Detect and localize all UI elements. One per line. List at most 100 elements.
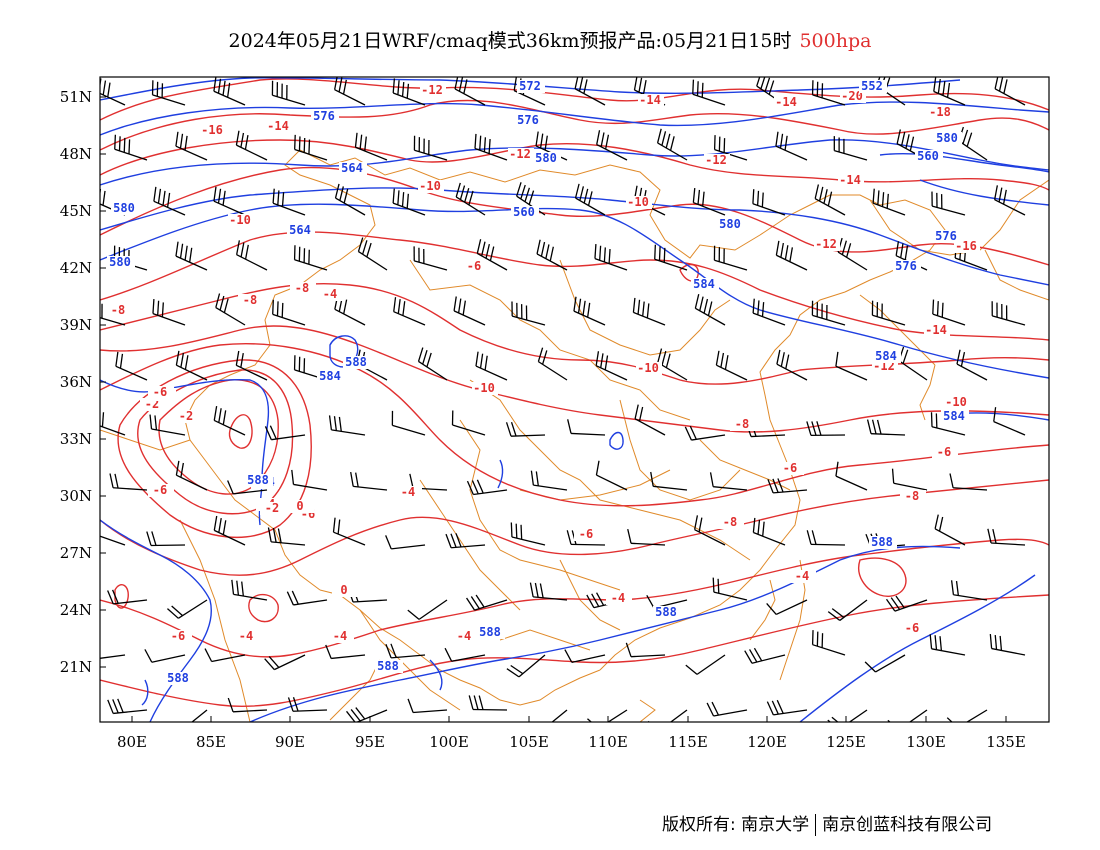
y-tick-label: 21N [60, 658, 92, 676]
wind-barb [385, 643, 426, 659]
contour-label-bg [859, 80, 887, 93]
wind-barb [871, 300, 906, 326]
temperature-contour-label: -10 [945, 395, 967, 409]
wind-barb [872, 188, 906, 216]
wind-barb [451, 410, 486, 436]
temperature-contour-label: -10 [627, 195, 649, 209]
wind-barb [213, 515, 246, 546]
temperature-contour-label: -4 [239, 629, 253, 643]
contour-label-bg [626, 196, 652, 209]
temperature-contour-label: -8 [243, 293, 257, 307]
x-tick-label: 110E [588, 733, 628, 751]
contour-label-bg [900, 490, 926, 503]
contour-label-bg [574, 528, 600, 541]
wind-barb [107, 698, 148, 715]
wind-barb [407, 599, 448, 620]
wind-barb [109, 473, 148, 491]
wind-barb [215, 293, 246, 326]
wind-barb [385, 535, 426, 550]
wind-barb [885, 595, 928, 612]
contour-label-bg [287, 224, 315, 237]
wind-barb [775, 131, 808, 161]
contour-label-bg [933, 230, 961, 243]
contour-label-bg [166, 630, 192, 643]
contour-label-bg [515, 114, 543, 127]
contour-label-bg [872, 360, 898, 373]
contour-label-bg [653, 606, 681, 619]
wind-barb [946, 709, 988, 722]
contour-label-bg [730, 418, 756, 431]
temperature-contour-label: -14 [775, 95, 797, 109]
wind-barb [271, 80, 306, 106]
contour-label-bg [533, 152, 561, 165]
wind-barb [474, 133, 508, 161]
temperature-contour-label: -4 [401, 485, 415, 499]
wind-barb [510, 522, 546, 546]
wind-barb [806, 421, 846, 437]
y-tick-label: 30N [60, 487, 92, 505]
contour-label-bg [228, 214, 254, 227]
wind-barb [468, 695, 508, 711]
wind-barb [235, 350, 268, 381]
wind-barb [267, 527, 306, 546]
wind-barb [833, 136, 868, 161]
wind-barb [987, 528, 1026, 546]
wind-barb [595, 460, 628, 491]
contour-label-bg [107, 256, 135, 269]
contour-label-bg [148, 484, 174, 497]
wind-barb [413, 246, 448, 271]
temperature-contour-label: -4 [611, 591, 625, 605]
contour-label-bg [900, 622, 926, 635]
wind-barb [933, 77, 966, 106]
wind-barb [455, 182, 486, 216]
wind-barb [595, 351, 628, 381]
geopotential-contour-label: 588 [247, 473, 269, 487]
geopotential-contour-label: 564 [289, 223, 311, 237]
temperature-contour-label: -12 [421, 83, 443, 97]
geopotential-contour-label: 564 [341, 161, 363, 175]
wind-barb [811, 300, 846, 326]
x-tick-label: 135E [986, 733, 1026, 751]
contour-label-bg [260, 502, 286, 515]
wind-barb [806, 530, 846, 546]
temperature-contour-label: -20 [841, 89, 863, 103]
wind-barb [466, 594, 508, 611]
x-tick-label: 95E [355, 733, 385, 751]
contour-label-bg [332, 584, 358, 597]
temperature-contour-label: 0 [296, 499, 303, 513]
geopotential-contour-label: 588 [345, 355, 367, 369]
temperature-contour-label: -4 [323, 287, 337, 301]
temperature-contour-label: -8 [905, 489, 919, 503]
wind-barb [175, 350, 208, 381]
wind-barb [466, 479, 508, 496]
wind-barb [650, 471, 688, 491]
wind-barb [596, 130, 628, 161]
wind-barb [692, 79, 726, 106]
title-main: 2024年05月21日WRF/cmaq模式36km预报产品:05月21日15时 [228, 30, 792, 52]
contour-label-bg [245, 474, 273, 487]
temperature-contour-label: -6 [937, 445, 951, 459]
wind-barb [694, 515, 726, 546]
wind-barb [594, 244, 628, 271]
contour-label-bg [838, 174, 864, 187]
contour-label-bg [704, 154, 730, 167]
geopotential-contour-label: 588 [377, 659, 399, 673]
contour-label-bg [165, 672, 193, 685]
wind-barb [175, 131, 208, 161]
wind-barb [392, 78, 426, 106]
wind-barb [475, 351, 508, 381]
temperature-contour-label: -14 [839, 173, 861, 187]
contour-label-bg [944, 396, 970, 409]
contour-label-bg [339, 162, 367, 175]
wind-barb [204, 648, 246, 663]
wind-barb [346, 707, 388, 722]
wind-barb [107, 589, 148, 605]
wind-barb [709, 472, 748, 491]
wind-barb [506, 654, 546, 678]
wind-barb [444, 647, 486, 662]
wind-barb [684, 425, 726, 441]
wind-barb [153, 186, 186, 216]
wind-barb [213, 77, 246, 106]
wind-barb [334, 77, 366, 106]
geopotential-contour-label: 588 [167, 671, 189, 685]
